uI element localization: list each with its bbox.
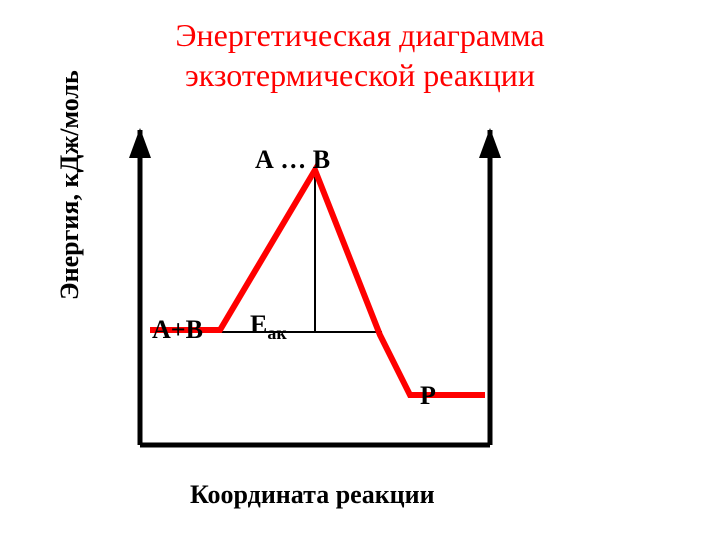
title-line-1: Энергетическая диаграмма — [175, 17, 544, 53]
diagram-title: Энергетическая диаграмма экзотермической… — [0, 15, 720, 95]
title-line-2: экзотермической реакции — [185, 57, 535, 93]
activation-energy-sub: ак — [267, 323, 286, 343]
energy-diagram: А+В А … В Р Еак Координата реакции — [90, 115, 560, 475]
products-label: Р — [420, 381, 436, 411]
y-axis-label: Энергия, кДж/моль — [55, 70, 85, 300]
activation-energy-label: Еак — [250, 310, 287, 344]
transition-state-label: А … В — [255, 145, 330, 175]
x-axis-label: Координата реакции — [190, 480, 435, 510]
page: Энергетическая диаграмма экзотермической… — [0, 0, 720, 540]
activation-energy-main: Е — [250, 310, 267, 339]
reactants-label: А+В — [152, 315, 203, 345]
